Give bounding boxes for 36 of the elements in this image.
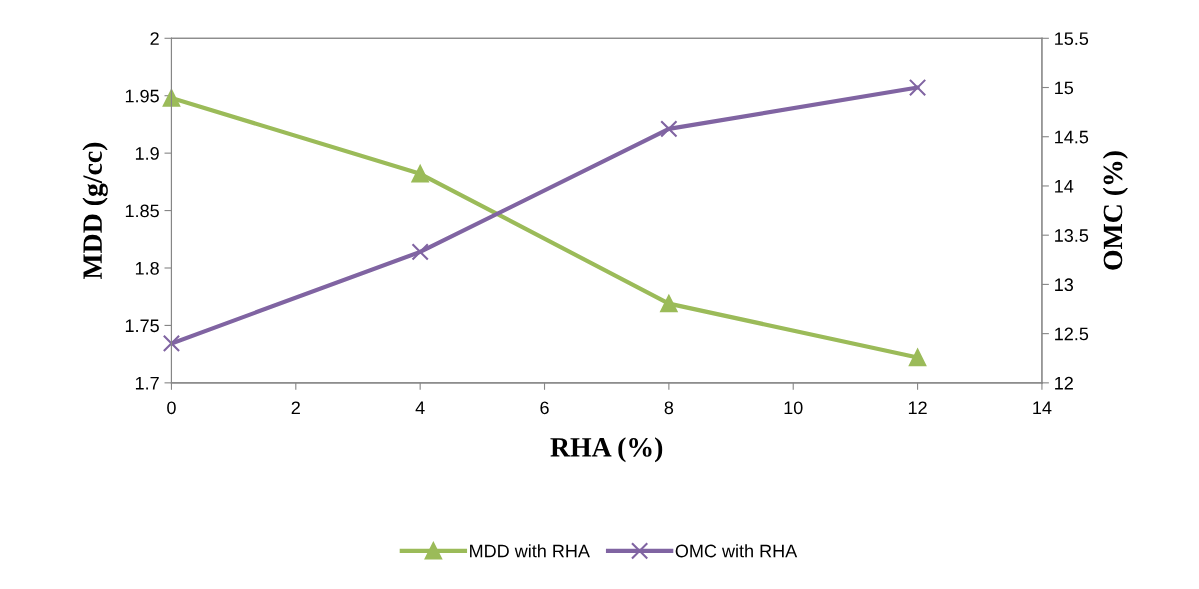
y2-tick-label: 15 xyxy=(1055,81,1074,95)
y-axis-title: MDD (g/cc) xyxy=(82,142,108,280)
y-tick-label: 1.95 xyxy=(125,89,159,103)
point xyxy=(411,165,429,183)
point xyxy=(908,348,927,367)
y2-tick-label: 12 xyxy=(1055,376,1073,390)
y2-tick-label: 14 xyxy=(1055,180,1074,193)
x-tick-label: 10 xyxy=(784,401,803,415)
point xyxy=(162,334,181,353)
y2-tick-label: 13.5 xyxy=(1055,229,1089,242)
x-tick-label: 8 xyxy=(664,401,674,415)
point xyxy=(162,89,181,107)
y2-tick-label: 14.5 xyxy=(1055,130,1089,144)
x-tick-label: 6 xyxy=(540,401,549,415)
legend-label: OMC with RHA xyxy=(675,544,798,558)
y-tick-label: 1.75 xyxy=(125,319,159,333)
point xyxy=(411,243,429,261)
y2-tick-label: 13 xyxy=(1055,278,1074,292)
x-axis-title: RHA (%) xyxy=(550,437,663,463)
x-tick-label: 4 xyxy=(415,401,425,414)
x-tick-label: 0 xyxy=(167,401,176,415)
y2-tick-label: 15.5 xyxy=(1055,32,1089,46)
x-tick-label: 12 xyxy=(908,401,927,414)
y-tick-label: 1.9 xyxy=(135,147,159,160)
y2-axis-title: OMC (%) xyxy=(1102,151,1128,270)
point xyxy=(908,78,927,97)
x-tick-label: 14 xyxy=(1033,401,1052,414)
y2-tick-label: 12.5 xyxy=(1055,327,1089,341)
y-tick-label: 2 xyxy=(150,32,159,45)
y-tick-label: 1.8 xyxy=(135,261,159,275)
y-tick-label: 1.7 xyxy=(135,376,159,390)
x-tick-label: 2 xyxy=(291,401,300,414)
legend-label: MDD with RHA xyxy=(470,544,590,558)
point xyxy=(660,120,678,138)
point xyxy=(660,294,678,313)
y-tick-label: 1.85 xyxy=(125,204,159,218)
